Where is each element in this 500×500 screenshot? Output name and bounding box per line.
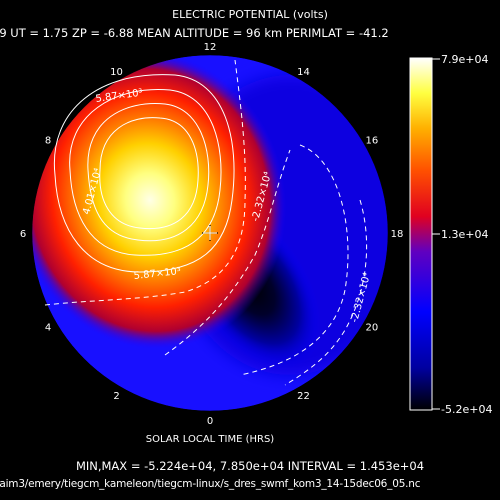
plot-boundary — [31, 54, 389, 412]
hour-label: 6 — [20, 229, 26, 240]
footer-stats: MIN,MAX = -5.224e+04, 7.850e+04 INTERVAL… — [75, 459, 425, 473]
hour-label: 0 — [207, 416, 213, 427]
potential-field — [32, 55, 388, 411]
contour-neg-1 — [164, 149, 291, 356]
chart-title: ELECTRIC POTENTIAL (volts) — [172, 8, 328, 21]
hour-label: 18 — [391, 229, 404, 240]
footer-path: /aim3/emery/tiegcm_kameleon/tiegcm-linux… — [0, 478, 421, 490]
contour-lines — [44, 59, 368, 386]
contour-2.6e4 — [69, 88, 222, 256]
contour-zero — [44, 59, 246, 306]
colorbar-mid-label: 1.3e+04 — [441, 228, 488, 241]
colorbar-scale — [409, 57, 433, 411]
hour-label: 4 — [45, 323, 51, 334]
hour-label: 8 — [45, 136, 51, 147]
hour-label: 10 — [110, 67, 123, 78]
hour-label: 2 — [113, 391, 119, 402]
field-positive-cell — [32, 55, 287, 350]
hour-label: 12 — [204, 42, 217, 53]
chart-subtitle: 39 UT = 1.75 ZP = -6.88 MEAN ALTITUDE = … — [0, 26, 389, 40]
contour-max-inner — [99, 117, 199, 230]
colorbar-min-label: -5.2e+04 — [441, 403, 492, 416]
hour-label: 22 — [297, 391, 310, 402]
colorbar: 7.9e+04 1.3e+04 -5.2e+04 — [409, 53, 492, 416]
contour-5.87e3 — [53, 74, 235, 273]
x-axis-label: SOLAR LOCAL TIME (HRS) — [146, 434, 275, 445]
hour-label: 20 — [366, 323, 379, 334]
hour-label: 14 — [297, 67, 310, 78]
colorbar-max-label: 7.9e+04 — [441, 53, 488, 66]
hour-label: 16 — [366, 136, 379, 147]
pole-marker-highlight — [203, 226, 217, 240]
contour-neg-2 — [239, 144, 349, 376]
contour-4e4 — [87, 103, 210, 242]
contour-label: 5.87×10³ — [133, 266, 181, 282]
hour-labels: 12 14 16 18 20 22 0 2 4 6 8 10 — [20, 42, 404, 427]
